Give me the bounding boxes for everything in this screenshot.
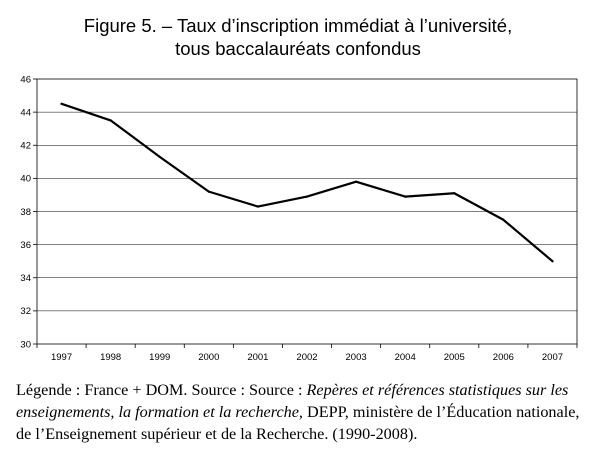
y-tick-label-36: 36: [20, 240, 31, 251]
y-tick-label-32: 32: [20, 306, 31, 317]
axes: 30 32 34 36 38 40 42 44 46 1997 1998 1999 2000 2001 20…: [20, 74, 578, 363]
x-tick-label-2007: 2007: [542, 352, 563, 363]
x-tick-label-1998: 1998: [100, 352, 121, 363]
data-point-2005: [453, 192, 456, 195]
chart-title: Figure 5. – Taux d’inscription immédiat …: [0, 14, 596, 60]
data-point-2002: [305, 195, 309, 198]
data-point-2001: [256, 205, 260, 208]
data-point-1999: [158, 155, 161, 158]
x-tick-label-2000: 2000: [198, 352, 219, 363]
x-tick-label-2002: 2002: [296, 352, 317, 363]
y-tick-label-46: 46: [20, 74, 31, 85]
series-layer: [60, 102, 554, 263]
y-tick-label-40: 40: [20, 174, 31, 185]
data-point-2007: [551, 260, 554, 263]
data-point-2004: [404, 195, 407, 198]
x-tick-label-2004: 2004: [395, 352, 416, 363]
data-point-2000: [207, 190, 210, 193]
figure-caption: Légende : France + DOM. Source : Source …: [16, 379, 586, 445]
x-tick-label-2005: 2005: [444, 352, 465, 363]
chart-title-line-2: tous baccalauréats confondus: [175, 38, 421, 59]
x-tick-label-1999: 1999: [149, 352, 170, 363]
y-tick-label-38: 38: [20, 207, 31, 218]
gridlines: [37, 111, 577, 312]
data-point-2006: [502, 218, 505, 221]
data-point-1998: [109, 119, 112, 122]
caption-lead: Légende : France + DOM. Source : Source …: [16, 381, 307, 399]
caption-tail: DEPP, ministère de l’Éducation nationale…: [16, 403, 580, 443]
y-tick-label-34: 34: [20, 273, 31, 284]
y-tick-label-44: 44: [20, 107, 31, 118]
x-tick-label-1997: 1997: [51, 352, 72, 363]
y-tick-label-42: 42: [20, 141, 31, 152]
caption-source-title: Repères et références statistiques sur l…: [16, 381, 569, 421]
data-point-2003: [354, 180, 358, 183]
series-line-0: [60, 102, 554, 263]
x-tick-label-2001: 2001: [247, 352, 268, 363]
y-tick-label-30: 30: [20, 339, 31, 350]
x-tick-label-2003: 2003: [346, 352, 367, 363]
chart-title-line-1: Figure 5. – Taux d’inscription immédiat …: [83, 15, 513, 36]
x-tick-label-2006: 2006: [493, 352, 514, 363]
data-point-1997: [60, 102, 63, 105]
